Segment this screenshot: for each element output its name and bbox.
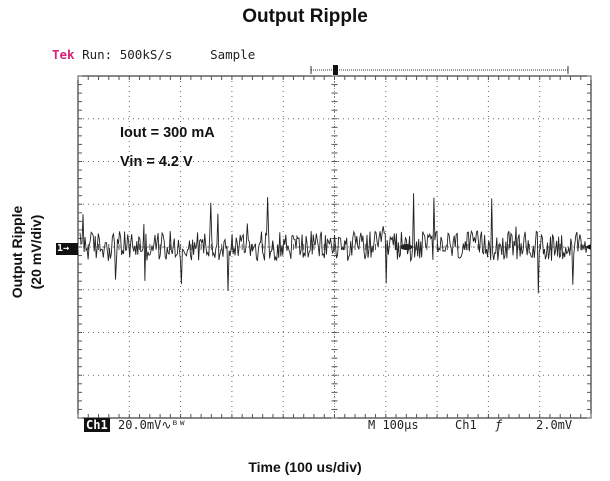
scope-status-bar: Tek Run: 500kS/s Sample xyxy=(52,47,255,62)
channel-1-marker: 1→ xyxy=(56,243,78,255)
bandwidth-limit-icon: ∿ᴮᵂ xyxy=(161,418,186,432)
brand-label: Tek xyxy=(52,47,75,62)
acquisition-mode: Sample xyxy=(210,47,256,62)
chart-title: Output Ripple xyxy=(242,6,368,27)
run-status: Run: 500kS/s xyxy=(82,47,173,62)
channel-scale: 20.0mV xyxy=(118,418,162,432)
channel-label: Ch1 xyxy=(84,418,110,432)
trigger-position-bar xyxy=(310,65,569,75)
trigger-slope-icon: ƒ xyxy=(495,418,503,432)
x-axis-label: Time (100 us/div) xyxy=(248,459,362,475)
trigger-level: 2.0mV xyxy=(536,418,573,432)
y-axis-label-line-1: Output Ripple xyxy=(9,205,25,299)
annotation-iout: Iout = 300 mA xyxy=(120,125,215,141)
trace-dense-point xyxy=(400,244,413,250)
ripple-trace-line xyxy=(79,193,588,294)
channel-scale-readout: 20.0mV∿ᴮᵂ xyxy=(118,417,186,433)
ripple-trace xyxy=(79,193,588,294)
trigger-source: Ch1 xyxy=(455,418,477,432)
trigger-position-marker xyxy=(333,65,338,75)
timebase-readout: M 100µs xyxy=(368,418,419,432)
y-axis-label-line-2: (20 mV/div) xyxy=(28,214,44,290)
trigger-level-indicator xyxy=(585,244,591,250)
annotation-vin: Vin = 4.2 V xyxy=(120,154,193,170)
